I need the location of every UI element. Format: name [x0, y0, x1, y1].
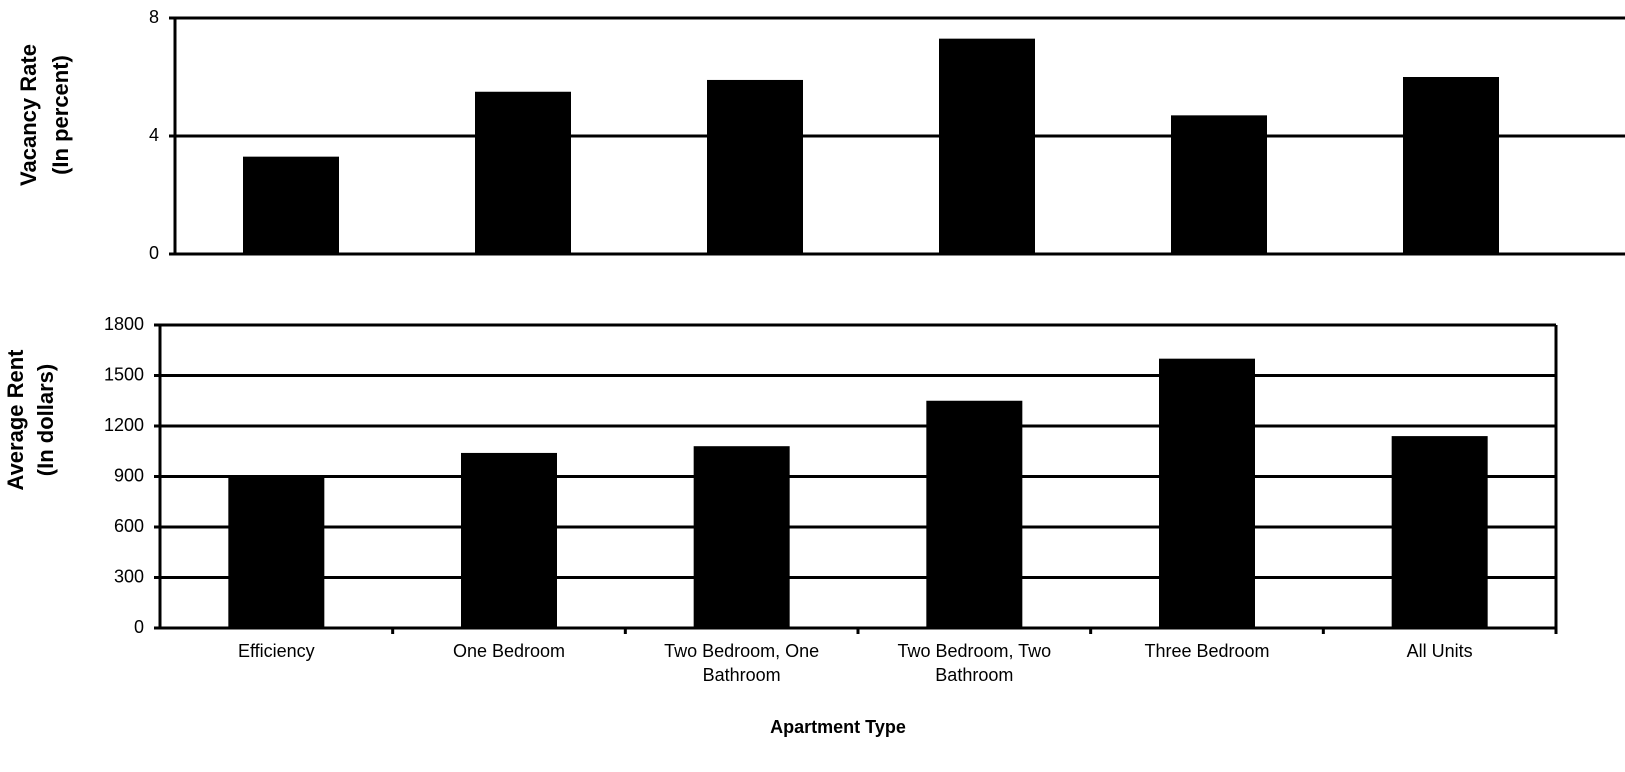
- y-axis-label: Average Rent: [3, 349, 28, 491]
- y-axis-label: Vacancy Rate: [16, 44, 41, 186]
- y-tick-label: 600: [114, 516, 144, 536]
- x-tick-label: Two Bedroom, One Bathroom: [664, 641, 820, 685]
- x-tick-label: One Bedroom: [452, 641, 566, 661]
- bar: [228, 476, 325, 628]
- bar: [1171, 115, 1267, 254]
- y-axis-label: (In dollars): [33, 364, 58, 476]
- bar: [243, 156, 339, 254]
- bar: [1159, 358, 1255, 628]
- y-tick-label: 1800: [104, 314, 144, 334]
- y-axis-label: (In percent): [48, 55, 73, 175]
- x-axis-label: Apartment Type: [770, 717, 906, 737]
- bar: [1391, 436, 1488, 628]
- y-tick-label: 8: [149, 7, 159, 27]
- y-tick-label: 1500: [104, 364, 144, 384]
- bar: [707, 79, 803, 254]
- x-tick-label: All Units: [1406, 641, 1473, 661]
- bar: [1403, 77, 1499, 254]
- y-tick-label: 4: [149, 125, 159, 145]
- y-tick-label: 300: [114, 566, 144, 586]
- bar: [461, 452, 557, 628]
- x-tick-label: Efficiency: [237, 641, 315, 661]
- y-tick-label: 0: [134, 617, 144, 637]
- x-tick-label: Two Bedroom, Two Bathroom: [897, 641, 1052, 685]
- bar: [939, 38, 1035, 255]
- bar: [926, 400, 1023, 628]
- y-tick-label: 0: [149, 243, 159, 263]
- y-tick-label: 900: [114, 465, 144, 485]
- y-tick-label: 1200: [104, 415, 144, 435]
- bar: [693, 446, 790, 628]
- bar: [475, 91, 571, 254]
- x-tick-label: Three Bedroom: [1144, 641, 1270, 661]
